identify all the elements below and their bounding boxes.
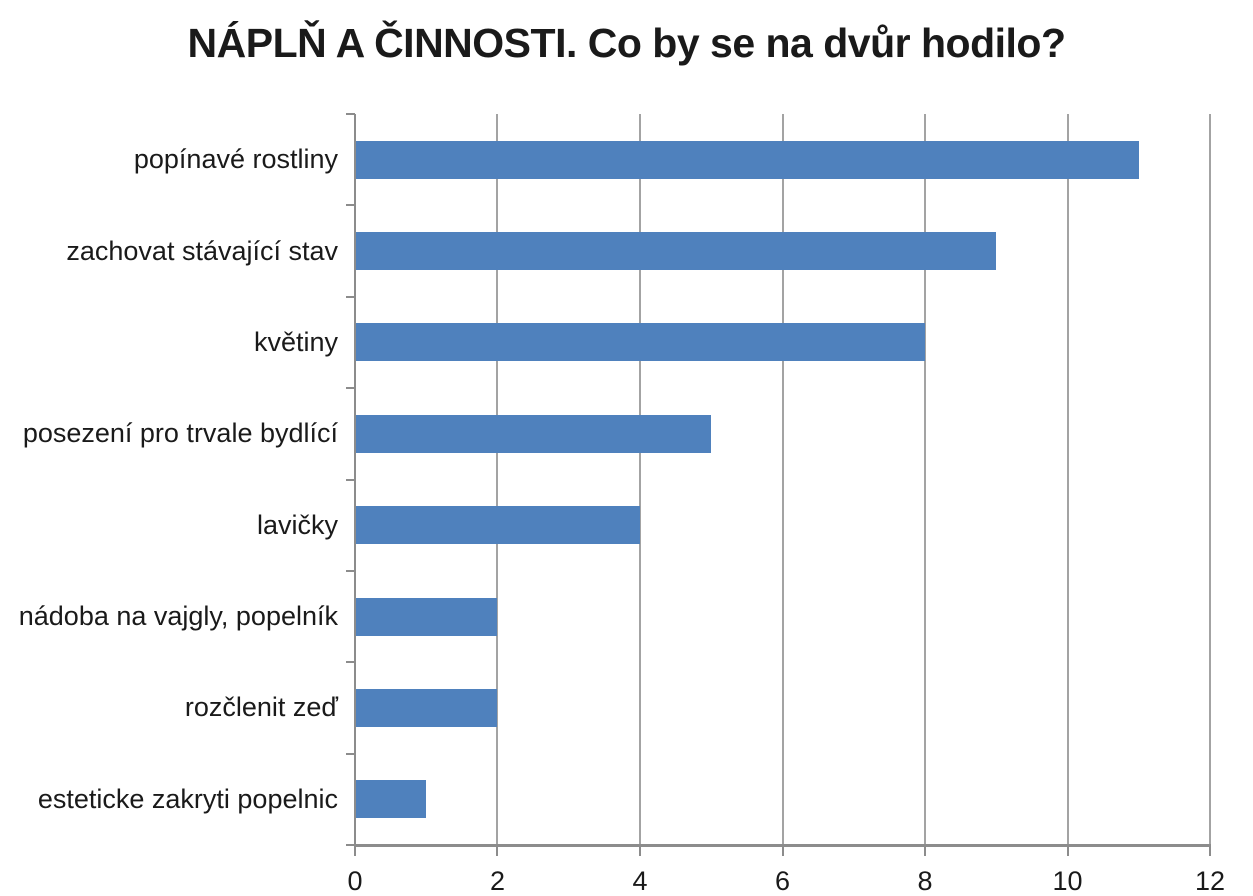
y-axis-tick (346, 204, 355, 207)
y-axis-tick (346, 387, 355, 390)
plot-area: 0 2 4 6 8 10 12 (346, 113, 1225, 896)
x-tick-label: 6 (774, 866, 791, 896)
y-axis-tick (346, 752, 355, 755)
category-label: květiny (253, 326, 338, 357)
bar-row (355, 571, 1210, 662)
y-axis-tick (346, 113, 355, 115)
bar-row (355, 205, 1210, 296)
bar-row (355, 114, 1210, 205)
y-axis-tick (346, 661, 355, 664)
x-axis-tick (923, 847, 926, 856)
category-label: rozčlenit zeď (184, 692, 338, 723)
gridline (1066, 114, 1069, 845)
x-axis-tick (496, 847, 499, 856)
y-axis-category-labels: popínavé rostliny zachovat stávající stav… (0, 114, 338, 845)
x-tick-label: 12 (1194, 866, 1226, 896)
category-label: posezení pro trvale bydlící (22, 418, 338, 449)
x-tick-label: 10 (1052, 866, 1083, 896)
gridline (923, 114, 926, 845)
bar-6 (355, 597, 498, 636)
bar-7 (355, 688, 498, 727)
x-axis-tick (354, 847, 356, 856)
x-axis-tick (781, 847, 784, 856)
bar-5 (355, 506, 640, 545)
x-axis-tick (638, 847, 641, 856)
bar-4 (355, 414, 712, 453)
bar-row (355, 480, 1210, 571)
bar-row (355, 754, 1210, 845)
x-tick-label: 0 (347, 866, 363, 896)
category-label: zachovat stávající stav (66, 235, 338, 266)
category-label: popínavé rostliny (133, 144, 338, 175)
y-axis-tick (346, 844, 355, 846)
y-axis-tick (346, 295, 355, 298)
bar-3 (355, 323, 925, 362)
y-axis-line (354, 114, 356, 845)
y-axis-tick (346, 569, 355, 572)
category-label: lavičky (256, 509, 338, 540)
gridline (781, 114, 784, 845)
category-label: esteticke zakryti popelnic (37, 783, 338, 814)
gridline (1209, 114, 1211, 845)
x-tick-label: 2 (489, 866, 505, 896)
bar-1 (355, 140, 1139, 179)
y-axis-tick (346, 478, 355, 481)
x-axis-line (354, 844, 1211, 847)
gridline (496, 114, 499, 845)
x-tick-label: 4 (632, 866, 648, 896)
bar-row (355, 388, 1210, 479)
x-axis-tick (1066, 847, 1069, 856)
category-label: nádoba na vajgly, popelník (18, 601, 338, 632)
gridline (638, 114, 641, 845)
bar-8 (355, 780, 427, 819)
chart-title: NÁPLŇ A ČINNOSTI. Co by se na dvůr hodil… (187, 20, 1067, 66)
bar-2 (355, 232, 997, 271)
x-tick-label: 8 (917, 866, 933, 896)
bar-row (355, 662, 1210, 753)
x-axis-tick (1209, 847, 1211, 856)
bar-row (355, 297, 1210, 388)
